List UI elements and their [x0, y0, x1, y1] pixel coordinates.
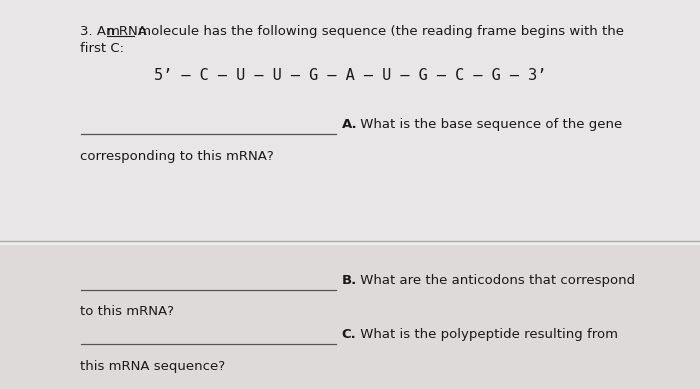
Text: What is the polypeptide resulting from: What is the polypeptide resulting from [356, 328, 617, 341]
Text: 3. An: 3. An [80, 25, 119, 38]
Text: 5’ – C – U – U – G – A – U – G – C – G – 3’: 5’ – C – U – U – G – A – U – G – C – G –… [154, 68, 546, 83]
Text: to this mRNA?: to this mRNA? [80, 305, 174, 318]
Text: this mRNA sequence?: this mRNA sequence? [80, 360, 225, 373]
Text: A.: A. [342, 118, 357, 131]
Text: mRNA: mRNA [107, 25, 148, 38]
Text: molecule has the following sequence (the reading frame begins with the: molecule has the following sequence (the… [134, 25, 624, 38]
Text: What is the base sequence of the gene: What is the base sequence of the gene [356, 118, 622, 131]
Text: corresponding to this mRNA?: corresponding to this mRNA? [80, 150, 274, 163]
Text: What are the anticodons that correspond: What are the anticodons that correspond [356, 274, 635, 287]
Text: B.: B. [342, 274, 357, 287]
FancyBboxPatch shape [0, 245, 700, 389]
Text: first C:: first C: [80, 42, 125, 54]
FancyBboxPatch shape [0, 0, 700, 241]
Text: C.: C. [342, 328, 356, 341]
